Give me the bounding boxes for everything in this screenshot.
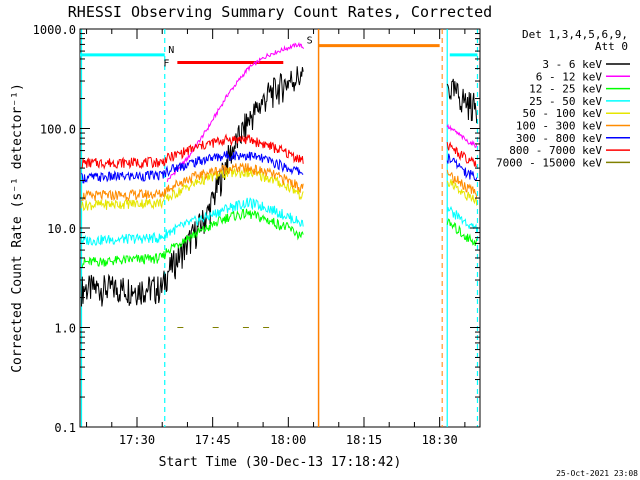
series-1-line-late xyxy=(446,78,478,124)
series-6-line-late xyxy=(446,169,478,198)
flag-n-label: N xyxy=(168,45,174,56)
legend-label: 6 - 12 keV xyxy=(536,70,603,83)
series-4-line xyxy=(81,197,304,247)
series-8 xyxy=(81,133,477,170)
series-group xyxy=(81,41,478,328)
x-axis-label: Start Time (30-Dec-13 17:18:42) xyxy=(159,455,402,470)
legend-label: 100 - 300 keV xyxy=(516,120,602,133)
series-8-line xyxy=(81,133,304,170)
series-2-line-late xyxy=(446,123,478,148)
legend-title-line-2: Att 0 xyxy=(595,40,628,53)
series-6-line xyxy=(81,162,304,202)
y-tick-label: 0.1 xyxy=(54,421,76,435)
series-7 xyxy=(81,150,478,184)
flag-group: NF S xyxy=(80,29,479,427)
x-tick-label: 17:30 xyxy=(119,433,155,447)
series-3-line-late xyxy=(446,218,478,247)
flag-s-label: S xyxy=(307,36,313,47)
x-tick-label: 17:45 xyxy=(195,433,231,447)
legend-label: 12 - 25 keV xyxy=(529,83,602,96)
series-4 xyxy=(81,197,478,247)
x-axis: 17:30 17:45 18:00 18:15 18:30 xyxy=(86,29,466,447)
series-8-line-late xyxy=(446,141,477,168)
y-axis: 0.1 1.0 10.0 100.0 1000.0 xyxy=(33,23,480,435)
series-4-line-late xyxy=(446,205,478,233)
y-tick-label: 1000.0 xyxy=(33,23,76,37)
x-tick-label: 18:15 xyxy=(346,433,382,447)
series-5-line-late xyxy=(446,179,478,206)
x-tick-label: 18:30 xyxy=(422,433,458,447)
series-2-line xyxy=(166,41,304,183)
y-tick-label: 100.0 xyxy=(40,123,76,137)
series-3 xyxy=(81,208,478,269)
y-tick-label: 10.0 xyxy=(47,222,76,236)
series-7-line xyxy=(81,150,304,184)
legend-label: 50 - 100 keV xyxy=(523,107,603,120)
x-tick-label: 18:00 xyxy=(270,433,306,447)
series-6 xyxy=(81,162,478,202)
series-7-line-late xyxy=(446,153,478,181)
legend-label: 800 - 7000 keV xyxy=(509,144,602,157)
series-5-line xyxy=(81,167,304,212)
series-1-line xyxy=(81,66,304,307)
legend-label: 7000 - 15000 keV xyxy=(496,156,602,169)
legend-title-line-1: Det 1,3,4,5,6,9, xyxy=(522,28,628,41)
legend-label: 25 - 50 keV xyxy=(529,95,602,108)
y-tick-label: 1.0 xyxy=(54,322,76,336)
y-axis-label: Corrected Count Rate (s⁻¹ detector⁻¹) xyxy=(10,83,25,373)
flag-f-label: F xyxy=(163,59,169,70)
legend-label: 300 - 800 keV xyxy=(516,132,602,145)
chart-title: RHESSI Observing Summary Count Rates, Co… xyxy=(68,3,492,21)
series-2 xyxy=(166,41,478,183)
series-1 xyxy=(81,66,478,307)
timestamp: 25-Oct-2021 23:08 xyxy=(556,469,638,478)
legend-label: 3 - 6 keV xyxy=(542,58,602,71)
series-3-line xyxy=(81,208,304,269)
series-5 xyxy=(81,167,478,212)
